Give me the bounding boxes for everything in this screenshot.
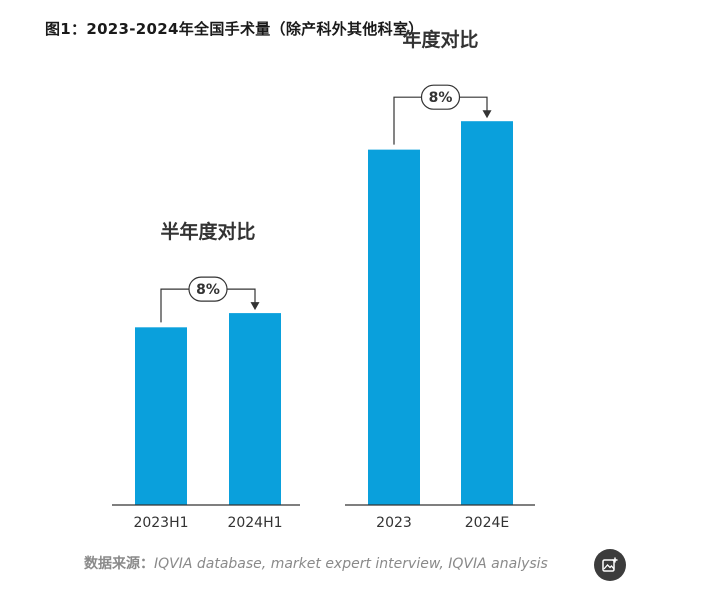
figure-title: 图1：2023-2024年全国手术量（除产科外其他科室） <box>45 20 424 38</box>
image-add-icon <box>602 557 618 572</box>
bar-2024H1 <box>229 313 281 505</box>
growth-arrow-icon <box>482 110 492 119</box>
group-title: 年度对比 <box>402 28 478 51</box>
source-text: IQVIA database, market expert interview,… <box>154 556 548 572</box>
tick-label-2024H1: 2024H1 <box>227 515 282 531</box>
surgery-volume-chart: 2023H1 2024H1 8% 半年度对比 2023 2024E 8% 年度对比 <box>112 28 535 531</box>
growth-label: 8% <box>196 282 220 298</box>
growth-bracket-right <box>227 288 256 304</box>
bar-2023 <box>368 149 420 505</box>
growth-bracket-left <box>393 96 422 145</box>
group-title: 半年度对比 <box>160 220 255 243</box>
source-label: 数据来源： <box>84 556 154 572</box>
growth-bracket-right <box>459 96 488 112</box>
growth-arrow-icon <box>250 302 260 311</box>
tick-label-2024E: 2024E <box>465 515 509 531</box>
bar-2023H1 <box>135 327 187 505</box>
growth-bracket-left <box>160 288 189 323</box>
add-image-button[interactable] <box>594 549 626 581</box>
source-note: 数据来源：IQVIA database, market expert inter… <box>84 553 548 573</box>
tick-label-2023H1: 2023H1 <box>133 515 188 531</box>
growth-label: 8% <box>429 90 453 106</box>
annual-comparison: 2023 2024E 8% 年度对比 <box>345 28 535 531</box>
growth-badge <box>188 276 228 302</box>
growth-badge <box>420 84 461 110</box>
bar-2024E <box>461 121 513 505</box>
half-year-comparison: 2023H1 2024H1 8% 半年度对比 <box>112 220 300 531</box>
tick-label-2023: 2023 <box>376 515 412 531</box>
